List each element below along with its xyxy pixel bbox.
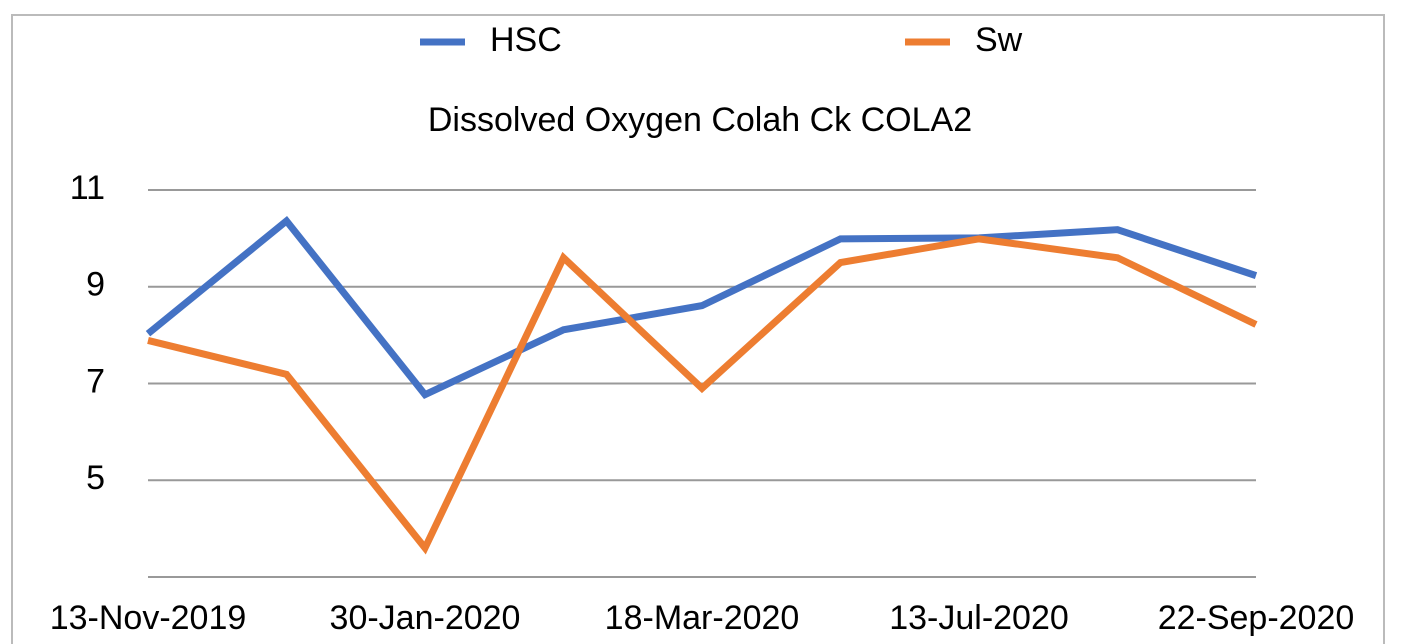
x-tick-label: 30-Jan-2020 <box>330 599 521 637</box>
series-line <box>145 216 1258 399</box>
chart-title: Dissolved Oxygen Colah Ck COLA2 <box>428 101 972 139</box>
chart-frame <box>11 14 1385 644</box>
legend-label: Sw <box>975 21 1023 59</box>
x-tick-label: 13-Jul-2020 <box>889 599 1069 637</box>
y-tick-label: 7 <box>86 362 105 400</box>
y-tick-label: 5 <box>86 459 105 497</box>
legend-label: HSC <box>490 21 562 59</box>
series-line <box>147 235 1258 555</box>
x-tick-label: 22-Sep-2020 <box>1158 599 1355 637</box>
y-tick-label: 9 <box>86 266 105 304</box>
y-tick-label: 11 <box>70 169 105 207</box>
x-tick-label: 13-Nov-2019 <box>50 599 247 637</box>
x-tick-label: 18-Mar-2020 <box>605 599 800 637</box>
